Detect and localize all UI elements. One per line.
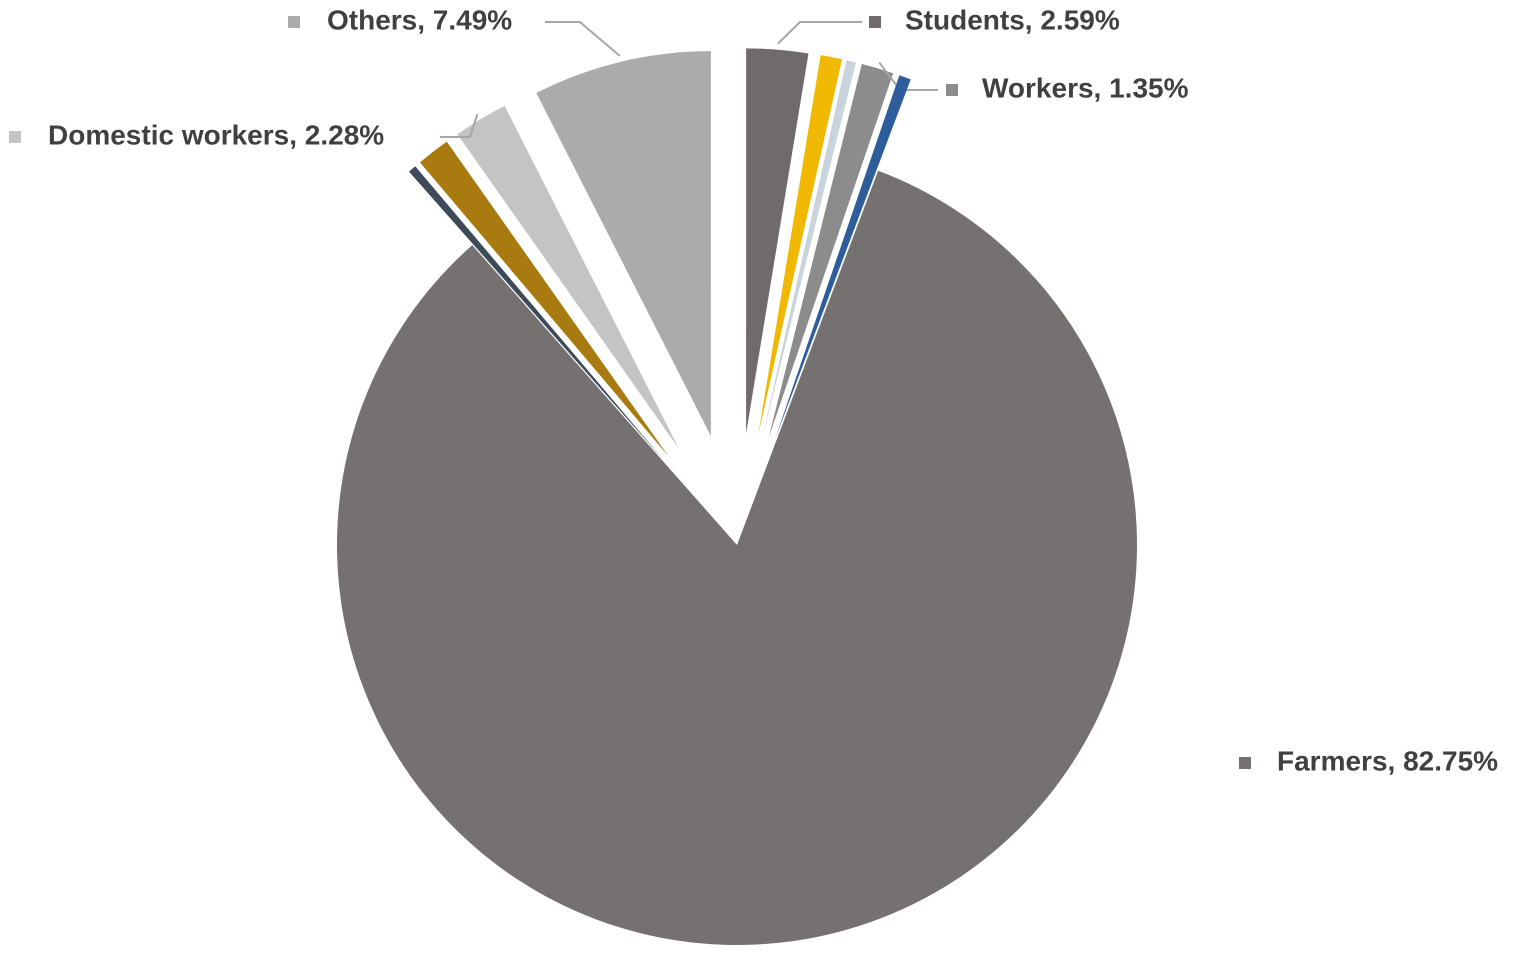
leader-line [545, 21, 621, 57]
data-label: Farmers, 82.75% [1277, 745, 1498, 776]
label-marker [869, 16, 881, 28]
label-marker [1239, 757, 1251, 769]
pie-slice [746, 48, 809, 434]
leader-line [777, 21, 862, 45]
pie-slice [768, 64, 894, 438]
pie-slice [457, 105, 680, 450]
data-label: Students, 2.59% [905, 4, 1120, 35]
pie-slice [762, 60, 856, 436]
pie-slice [337, 170, 1138, 946]
label-marker [288, 16, 300, 28]
pie-slice [408, 166, 664, 461]
leader-line [440, 113, 479, 138]
pie-slice [758, 55, 843, 436]
pie-slice [419, 141, 669, 457]
label-marker [9, 131, 21, 143]
data-label: Workers, 1.35% [982, 72, 1189, 103]
label-marker [946, 84, 958, 96]
data-label: Others, 7.49% [327, 4, 512, 35]
pie-slice [774, 75, 911, 440]
pie-slice [536, 51, 711, 437]
data-label: Domestic workers, 2.28% [48, 119, 384, 150]
